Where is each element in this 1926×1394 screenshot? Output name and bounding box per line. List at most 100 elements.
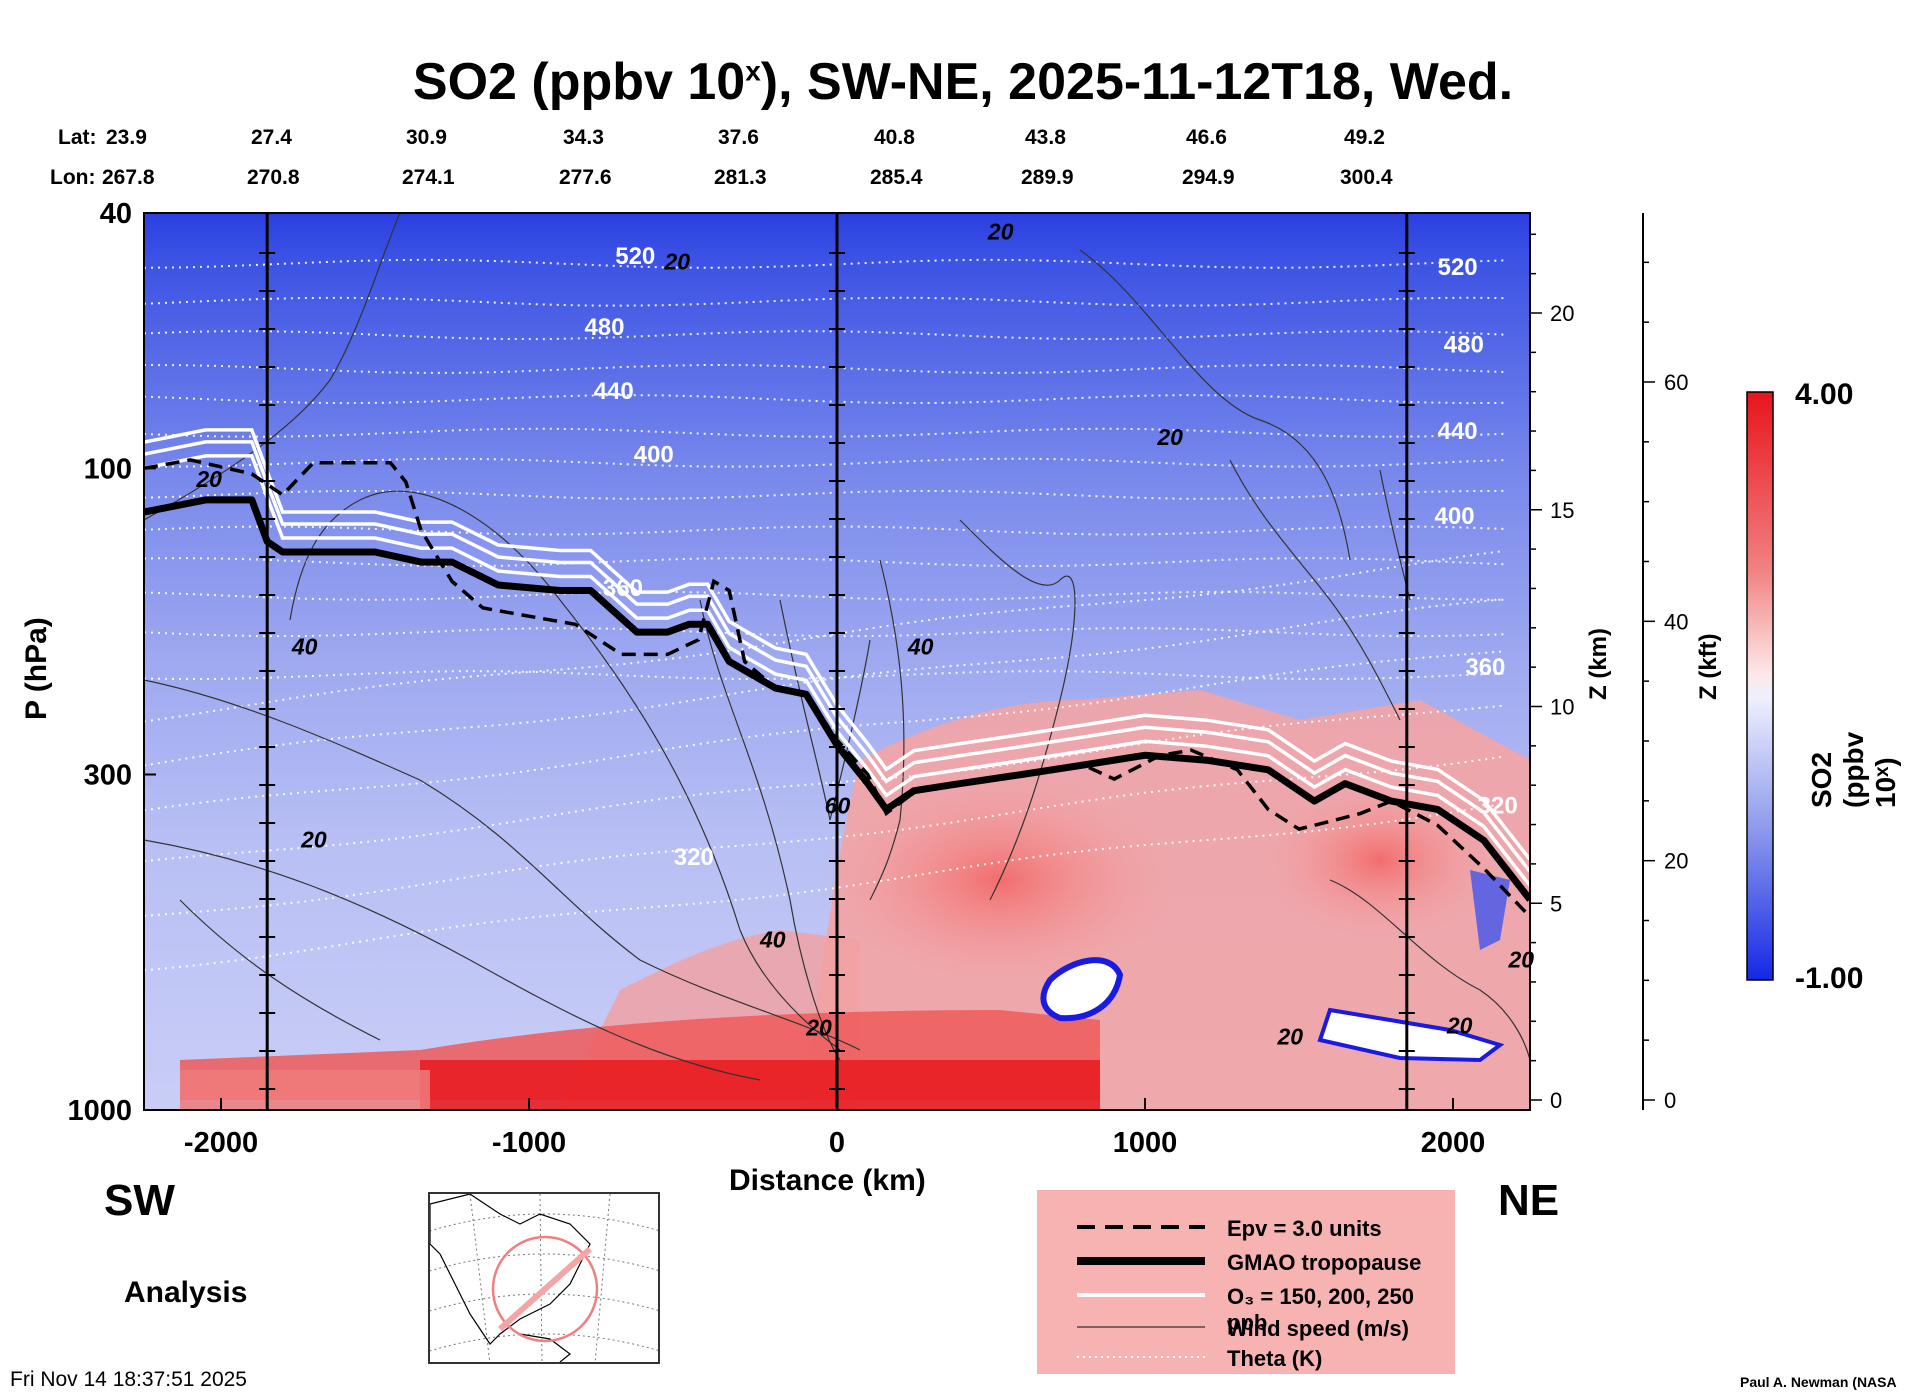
lon-label: Lon: [50,166,96,189]
lat-value: 40.8 [874,126,915,149]
p-tick-label: 100 [84,453,132,485]
chart-title: SO2 (ppbv 10x), SW-NE, 2025-11-12T18, We… [412,53,1514,111]
lat-value: 34.3 [563,126,604,149]
wind-label: 20 [1276,1023,1303,1049]
colorbar-max: 4.00 [1795,378,1854,411]
theta-contour [144,802,1505,972]
wind-label: 20 [300,827,327,853]
lat-value: 37.6 [718,126,759,149]
wind-speed-contour [699,599,841,1061]
p-tick-label: 300 [84,759,132,791]
transect-line [498,1246,592,1332]
wind-label: 20 [987,219,1014,245]
lat-label: Lat: [58,126,97,149]
wind-speed-contour [1229,459,1401,721]
north-america-outline [430,1194,591,1345]
lon-value: 267.8 [102,166,155,189]
wind-speed-contour [179,899,381,1041]
wind-speed-contour [1079,249,1351,561]
contour-labels: 520 480 440 400 360 320 520 480 440 400 360 320 20 40… [195,219,1534,1050]
wind-label: 40 [759,926,786,952]
lon-value: 289.9 [1021,166,1074,189]
theta-contour [144,489,1505,500]
x-tick-label: 0 [829,1127,845,1159]
timestamp: Fri Nov 14 18:37:51 2025 [10,1368,247,1391]
lon-value: 285.4 [870,166,923,189]
theta-label: 480 [1444,332,1484,359]
lat-value: 27.4 [251,126,292,149]
z-km-tick-label: 20 [1550,301,1574,326]
lon-value: 277.6 [559,166,612,189]
theta-contour [144,549,1505,723]
wind-speed-contour [1329,879,1530,1061]
axes: -2000 -1000 0 1000 2000 40 100 300 1000 0 5 10 15 20 0… [67,198,1688,1159]
p-tick-label: 1000 [67,1095,132,1127]
colorbar [1746,391,1774,981]
analysis-label: Analysis [124,1276,248,1309]
theta-contour [144,627,1505,638]
p-tick-label: 40 [100,198,132,230]
legend-theta: Theta (K) [1077,1346,1323,1371]
reference-vertical-lines [259,213,1415,1110]
gmao-tropopause-line [144,496,1530,902]
lat-value: 46.6 [1186,126,1227,149]
theta-label: 440 [594,378,634,405]
theta-contour [144,650,1505,812]
ozone-contours [144,428,1530,887]
theta-contour [144,670,1505,681]
z-kft-tick-label: 40 [1664,609,1688,634]
theta-label: 520 [1438,254,1478,281]
theta-label: 480 [584,314,624,341]
x-tick-label: -1000 [492,1127,566,1159]
region-circle [491,1235,599,1343]
x-axis-label: Distance (km) [729,1164,926,1197]
ozone-contour [144,428,1530,861]
wind-label: 40 [291,633,318,659]
legend-wind: Wind speed (m/s) [1077,1316,1409,1341]
y-axis-label: P (hPa) [20,617,53,720]
wind-speed-contour [144,839,761,1081]
theta-contour [144,598,1505,767]
z-km-tick-label: 10 [1550,695,1574,720]
lon-value: 274.1 [402,166,455,189]
legend-epv: Epv = 3.0 units [1077,1216,1382,1241]
theta-contour [144,704,1505,863]
ozone-contour [144,454,1530,887]
z-km-tick-label: 5 [1550,891,1562,916]
lon-value: 294.9 [1182,166,1235,189]
z-kft-label: Z (kft) [1695,633,1722,700]
lat-value: 30.9 [406,126,447,149]
theta-contour [144,394,1505,405]
theta-contour [144,525,1505,536]
z-kft-tick-label: 0 [1664,1088,1676,1113]
wind-label: 20 [195,466,222,492]
wind-label: 20 [1156,424,1183,450]
z-km-tick-label: 15 [1550,498,1574,523]
wind-label: 20 [664,249,691,275]
colorbar-min: -1.00 [1795,962,1864,995]
tropopause-line [144,496,1530,902]
theta-label: 320 [674,844,714,871]
wind-speed-contour [144,679,861,1051]
z-km-label: Z (km) [1585,628,1612,700]
theta-contour [144,363,1505,374]
colorbar-gradient [1746,391,1774,981]
legend: Epv = 3.0 units GMAO tropopause O₃ = 150… [1037,1190,1455,1374]
colorbar-title: SO2 (ppbv 10ˣ) [1806,731,1901,808]
theta-label: 360 [603,575,643,602]
x-tick-label: 1000 [1113,1127,1178,1159]
lat-value: 23.9 [106,126,147,149]
x-tick-label: -2000 [184,1127,258,1159]
ozone-contour [144,440,1530,873]
sw-label: SW [104,1176,175,1225]
lon-value: 270.8 [247,166,300,189]
z-km-tick-label: 0 [1550,1088,1562,1113]
x-tick-label: 2000 [1421,1127,1486,1159]
theta-contour [144,427,1505,438]
legend-tropopause: GMAO tropopause [1077,1250,1422,1275]
theta-contour [144,590,1505,601]
wind-speed-contour [144,213,401,521]
theta-contour [144,296,1505,307]
credit: Paul A. Newman (NASA [1740,1374,1897,1390]
